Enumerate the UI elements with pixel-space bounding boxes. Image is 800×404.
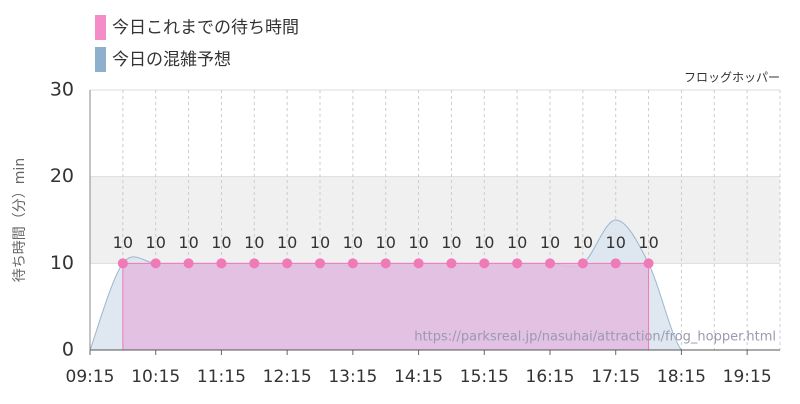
x-tick-label: 16:15 (526, 367, 575, 387)
point (643, 258, 654, 269)
data-label: 10 (540, 233, 560, 252)
point (380, 258, 391, 269)
point (315, 258, 325, 269)
point (347, 258, 358, 269)
x-tick-label: 09:15 (66, 367, 115, 387)
data-label: 10 (638, 233, 658, 252)
point (216, 258, 227, 269)
data-label: 10 (474, 233, 494, 252)
point (117, 258, 128, 269)
data-label: 10 (244, 233, 264, 252)
point (577, 258, 588, 269)
point (150, 258, 161, 269)
x-tick-label: 11:15 (197, 367, 246, 387)
data-label: 10 (178, 233, 198, 252)
data-label: 10 (606, 233, 626, 252)
data-label: 10 (507, 233, 527, 252)
data-label: 10 (441, 233, 461, 252)
x-tick-label: 12:15 (263, 367, 312, 387)
x-tick-label: 14:15 (394, 367, 443, 387)
data-label: 10 (310, 233, 330, 252)
actual-area (122, 262, 650, 351)
source: https://parksreal.jp/nasuhai/attraction/… (414, 330, 776, 345)
y-tick-label: 30 (50, 79, 74, 101)
legend-swatch (95, 15, 106, 40)
legend-label: 今日これまでの待ち時間 (112, 18, 299, 38)
y-tick-label: 0 (62, 339, 74, 361)
data-label: 10 (211, 233, 231, 252)
data-label: 10 (573, 233, 593, 252)
point (249, 258, 260, 269)
data-label: 10 (408, 233, 428, 252)
x-tick-label: 10:15 (131, 367, 180, 387)
shaded-band (90, 176, 780, 264)
x-tick-label: 13:15 (328, 367, 377, 387)
point (512, 258, 523, 269)
data-label: 10 (343, 233, 363, 252)
point (183, 258, 194, 269)
x-tick-label: 18:15 (657, 367, 706, 387)
point (282, 258, 293, 269)
point (413, 258, 424, 269)
data-label: 10 (376, 233, 396, 252)
y-tick-label: 10 (50, 252, 74, 274)
legend-label: 今日の混雑予想 (112, 50, 231, 70)
x-tick-label: 19:15 (723, 367, 772, 387)
data-label: 10 (146, 233, 166, 252)
point (446, 258, 457, 269)
y-axis-label: 待ち時間（分）min (12, 158, 28, 282)
x-tick-label: 15:15 (460, 367, 509, 387)
attraction-name: フロッグホッパー (684, 71, 780, 85)
x-tick-label: 17:15 (591, 367, 640, 387)
point (610, 258, 621, 269)
point (479, 258, 490, 269)
legend-swatch (95, 47, 106, 72)
y-tick-label: 20 (50, 165, 74, 187)
point (545, 258, 555, 269)
data-label: 10 (277, 233, 297, 252)
data-label: 10 (113, 233, 133, 252)
